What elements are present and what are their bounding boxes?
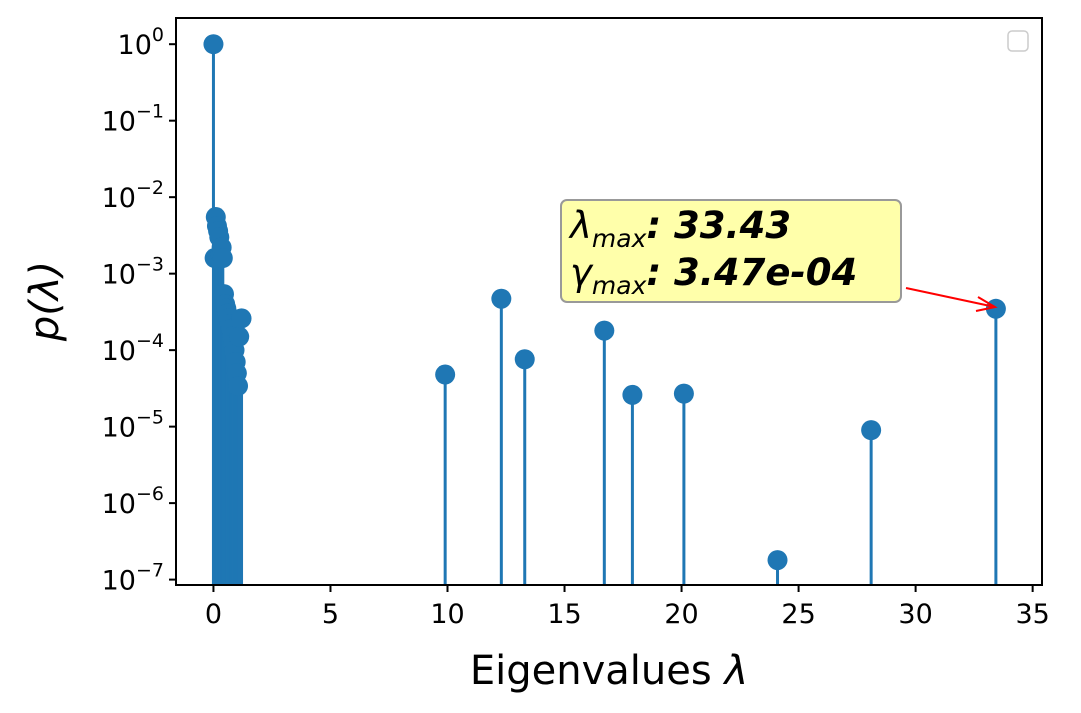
- stem-marker: [231, 308, 252, 329]
- y-tick-label: 10−3: [102, 254, 164, 291]
- x-axis-label-text: Eigenvalues: [470, 648, 712, 694]
- annotation-lambda-symbol: λ: [568, 204, 592, 247]
- x-tick-label: 5: [322, 599, 339, 630]
- legend-box-empty: [1007, 30, 1029, 52]
- stem-marker: [229, 326, 250, 347]
- x-tick-label: 30: [898, 599, 932, 630]
- x-tick-label: 10: [430, 599, 464, 630]
- annotation-lambda-sub: max: [592, 224, 647, 253]
- stem-marker: [228, 375, 249, 396]
- y-tick-label: 10−2: [102, 177, 164, 214]
- y-tick-label: 10−4: [102, 330, 164, 367]
- x-axis-ticks: 0 5 10 15 20 25 30 35: [205, 585, 1050, 630]
- annotation-gamma-symbol: γ: [570, 251, 594, 294]
- annotation-arrow-line: [905, 287, 996, 308]
- stem-marker: [491, 288, 512, 309]
- x-tick-label: 0: [205, 599, 222, 630]
- x-axis-label-symbol: λ: [722, 648, 748, 694]
- stem-markers: [203, 34, 1006, 571]
- stem-marker: [622, 384, 643, 405]
- stem-marker: [514, 349, 535, 370]
- stem-marker: [203, 34, 224, 55]
- x-axis-label: Eigenvalues λ: [470, 648, 748, 694]
- stem-marker: [435, 364, 456, 385]
- svg-text:γmax: 3.47e-04: γmax: 3.47e-04: [570, 251, 857, 300]
- annotation-box: [560, 199, 902, 303]
- max-eigenvalue-annotation: λmax: 33.43 γmax: 3.47e-04: [560, 199, 998, 312]
- annotation-arrow-head: [975, 296, 998, 312]
- x-tick-label: 20: [664, 599, 698, 630]
- stem-marker: [861, 420, 882, 441]
- stem-marker: [594, 320, 615, 341]
- y-tick-label: 10−5: [102, 407, 164, 444]
- y-tick-label: 10−7: [102, 560, 164, 597]
- stem-marker: [212, 248, 233, 269]
- y-tick-label: 10−6: [102, 483, 164, 520]
- annotation-gamma-value: : 3.47e-04: [646, 251, 857, 294]
- annotation-gamma-sub: max: [592, 271, 647, 300]
- y-axis-ticks: 100 10−1 10−2 10−3 10−4 10−5 10−6 10−7: [102, 24, 176, 597]
- stem-marker: [767, 550, 788, 571]
- x-tick-label: 25: [781, 599, 815, 630]
- y-tick-label: 100: [118, 24, 164, 61]
- stem-marker: [673, 383, 694, 404]
- annotation-lambda-value: : 33.43: [646, 204, 791, 247]
- plot-frame: [175, 17, 1043, 586]
- y-tick-label: 10−1: [102, 101, 164, 138]
- x-tick-label: 35: [1015, 599, 1049, 630]
- svg-text:λmax: 33.43: λmax: 33.43: [568, 204, 791, 253]
- x-tick-label: 15: [547, 599, 581, 630]
- y-axis-label: p(λ): [22, 261, 68, 342]
